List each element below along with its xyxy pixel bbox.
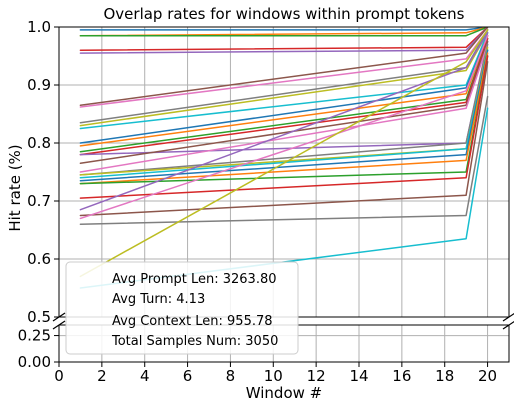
series-line-25	[79, 32, 489, 211]
series-line-18	[79, 43, 489, 176]
series-line-24	[79, 55, 489, 199]
series-line-21	[79, 49, 489, 182]
series-line-10	[79, 32, 489, 130]
annotation-avg-prompt-len: Avg Prompt Len: 3263.80	[112, 272, 277, 287]
x-tick-label: 20	[478, 367, 497, 385]
y-tick-label: 0.5	[27, 308, 51, 326]
series-line-1	[79, 27, 489, 31]
y-axis-label: Hit rate (%)	[6, 144, 24, 231]
series-line-2	[79, 27, 489, 37]
x-tick-label: 4	[140, 367, 150, 385]
series-line-27	[79, 34, 489, 220]
x-tick-label: 10	[264, 367, 283, 385]
x-tick-label: 14	[349, 367, 368, 385]
series-line-26	[79, 61, 489, 217]
series-line-28	[79, 95, 489, 225]
y-tick-label: 0.25	[18, 327, 51, 345]
y-tick-label: 0.8	[27, 134, 51, 152]
x-tick-label: 12	[307, 367, 326, 385]
break-mark	[502, 312, 514, 322]
x-tick-label: 0	[54, 367, 64, 385]
series-line-17	[79, 43, 489, 173]
break-mark	[52, 320, 66, 330]
lower-y-ticks: 0.00 0.25	[18, 327, 59, 371]
series-line-16	[79, 40, 489, 165]
annotation-box-background	[65, 261, 299, 355]
series-lines	[79, 27, 489, 289]
annotation-avg-context-len: Avg Context Len: 955.78	[112, 314, 273, 329]
x-tick-label: 16	[392, 367, 411, 385]
y-tick-label: 1.0	[27, 18, 51, 36]
chart-title: Overlap rates for windows within prompt …	[103, 5, 464, 23]
y-tick-label: 0.6	[27, 250, 51, 268]
x-ticks: 0 2 4 6 8 10 12 14 16 18 20	[54, 362, 497, 385]
series-line-3	[79, 27, 489, 37]
y-tick-label: 0.00	[18, 353, 51, 371]
x-axis-label: Window #	[246, 384, 322, 400]
series-line-29	[79, 29, 489, 278]
y-tick-label: 0.7	[27, 192, 51, 210]
upper-y-ticks: 0.5 0.6 0.7 0.8 0.9 1.0	[27, 18, 59, 326]
series-line-6	[79, 27, 489, 107]
annotation-total-samples: Total Samples Num: 3050	[111, 334, 278, 349]
break-mark	[502, 320, 514, 330]
annotation-box: Avg Prompt Len: 3263.80 Avg Turn: 4.13 A…	[65, 261, 299, 355]
x-tick-label: 8	[226, 367, 236, 385]
series-line-14	[79, 37, 489, 156]
annotation-avg-turn: Avg Turn: 4.13	[112, 292, 205, 307]
x-tick-label: 18	[435, 367, 454, 385]
x-tick-label: 6	[183, 367, 193, 385]
y-tick-label: 0.9	[27, 76, 51, 94]
x-tick-label: 2	[97, 367, 107, 385]
